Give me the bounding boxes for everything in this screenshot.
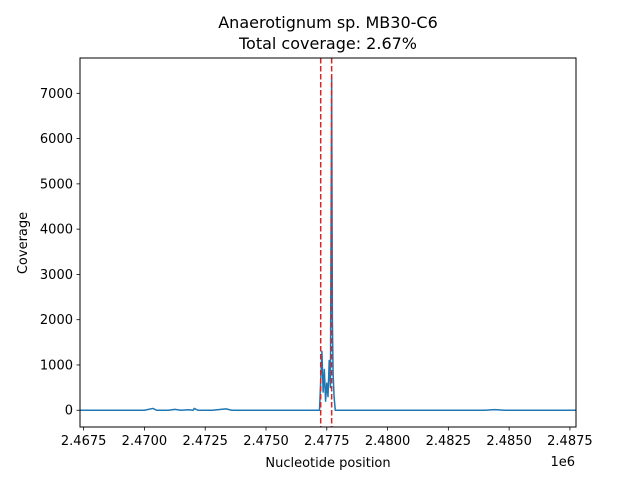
chart-title-line1: Anaerotignum sp. MB30-C6: [218, 13, 438, 32]
x-tick-label-2: 2.4725: [182, 434, 228, 449]
y-tick-label-5: 5000: [40, 177, 73, 192]
y-tick-label-3: 3000: [40, 268, 73, 283]
x-tick-label-6: 2.4825: [426, 434, 472, 449]
y-axis-ticks: 0 1000 2000 3000 4000 5000 6000 7000: [40, 87, 80, 419]
x-tick-label-3: 2.4750: [243, 434, 289, 449]
x-tick-label-8: 2.4875: [547, 434, 593, 449]
x-axis-offset-label: 1e6: [550, 455, 575, 470]
y-axis-label: Coverage: [16, 212, 31, 274]
y-tick-label-6: 6000: [40, 132, 73, 147]
chart-title-line2: Total coverage: 2.67%: [238, 34, 417, 53]
y-tick-label-2: 2000: [40, 313, 73, 328]
y-tick-label-7: 7000: [40, 87, 73, 102]
series-line-0: [80, 76, 576, 411]
axes-frame: [79, 57, 577, 428]
x-tick-label-0: 2.4675: [61, 434, 107, 449]
y-tick-label-0: 0: [65, 404, 73, 419]
plot-area: [80, 58, 576, 427]
y-tick-label-4: 4000: [40, 223, 73, 238]
x-tick-label-5: 2.4800: [365, 434, 411, 449]
y-tick-label-1: 1000: [40, 358, 73, 373]
x-tick-label-4: 2.4775: [304, 434, 350, 449]
x-tick-label-1: 2.4700: [122, 434, 168, 449]
x-axis-label: Nucleotide position: [265, 456, 390, 471]
x-axis-ticks: 2.4675 2.4700 2.4725 2.4750 2.4775 2.4800 2.48…: [61, 427, 593, 449]
x-tick-label-7: 2.4850: [486, 434, 532, 449]
